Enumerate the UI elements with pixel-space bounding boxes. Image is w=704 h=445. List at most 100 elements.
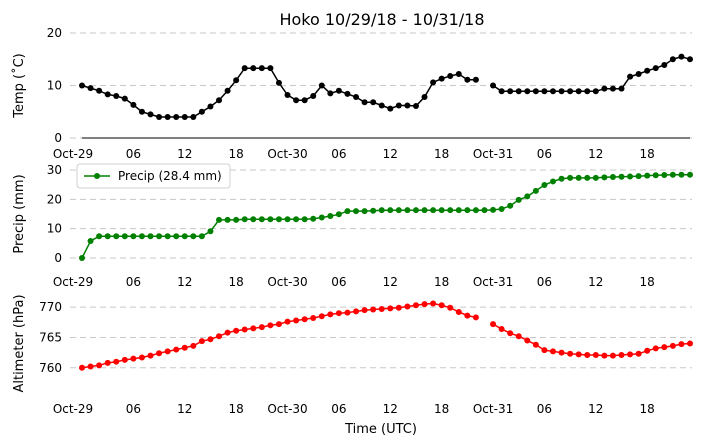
precip-data-point bbox=[216, 216, 223, 223]
altimeter-data-point bbox=[404, 303, 411, 310]
temp-data-point bbox=[121, 95, 128, 102]
temp-x-tick-label: 18 bbox=[229, 147, 244, 161]
precip-data-point bbox=[156, 233, 163, 240]
temp-data-point bbox=[618, 85, 625, 92]
altimeter-data-point bbox=[575, 351, 582, 358]
precip-data-point bbox=[472, 207, 479, 214]
altimeter-data-point bbox=[678, 341, 685, 348]
precip-data-point bbox=[233, 216, 240, 223]
temp-data-point bbox=[395, 102, 402, 109]
temp-x-tick-label: Oct-31 bbox=[473, 147, 513, 161]
altimeter-data-point bbox=[181, 344, 188, 351]
temp-data-point bbox=[190, 114, 197, 120]
temp-data-point bbox=[584, 88, 591, 95]
precip-y-tick-label: 30 bbox=[47, 163, 62, 177]
precip-data-point bbox=[164, 233, 171, 240]
altimeter-x-tick-label: 12 bbox=[588, 402, 603, 416]
altimeter-data-point bbox=[387, 305, 394, 312]
precip-data-point bbox=[344, 208, 351, 215]
temp-data-point bbox=[609, 85, 616, 92]
temp-data-point bbox=[472, 76, 479, 83]
precip-data-point bbox=[404, 207, 411, 214]
altimeter-x-tick-label: Oct-31 bbox=[473, 402, 513, 416]
precip-data-point bbox=[310, 215, 317, 222]
altimeter-data-point bbox=[541, 347, 548, 354]
precip-data-point bbox=[575, 174, 582, 181]
precip-data-point bbox=[558, 175, 565, 182]
precip-data-point bbox=[327, 213, 334, 220]
temp-data-point bbox=[592, 88, 599, 95]
temp-data-point bbox=[156, 114, 163, 120]
temp-data-point bbox=[267, 65, 274, 72]
altimeter-data-point bbox=[113, 358, 120, 365]
altimeter-data-point bbox=[353, 308, 360, 315]
altimeter-data-point bbox=[687, 340, 693, 347]
precip-data-point bbox=[515, 196, 522, 203]
temp-data-point bbox=[507, 88, 514, 95]
altimeter-data-point bbox=[618, 352, 625, 359]
precip-data-point bbox=[318, 214, 325, 221]
precip-x-tick-label: 06 bbox=[537, 275, 552, 289]
altimeter-data-point bbox=[395, 304, 402, 311]
altimeter-data-point bbox=[515, 333, 522, 340]
temp-data-point bbox=[661, 62, 668, 69]
temp-data-point bbox=[216, 97, 223, 104]
altimeter-data-point bbox=[609, 352, 616, 359]
altimeter-data-point bbox=[498, 325, 505, 332]
temp-data-point bbox=[378, 102, 385, 109]
precip-data-point bbox=[490, 206, 497, 213]
precip-data-point bbox=[293, 216, 300, 223]
altimeter-x-tick-label: 06 bbox=[126, 402, 141, 416]
precip-data-point bbox=[147, 233, 154, 240]
temp-data-point bbox=[233, 77, 240, 84]
precip-data-point bbox=[644, 172, 651, 179]
precip-data-point bbox=[250, 216, 257, 223]
temp-x-tick-label: 18 bbox=[434, 147, 449, 161]
altimeter-x-tick-label: Oct-29 bbox=[53, 402, 93, 416]
precip-data-point bbox=[678, 171, 685, 178]
altimeter-data-point bbox=[147, 352, 154, 359]
altimeter-data-point bbox=[267, 322, 274, 329]
legend-box bbox=[76, 163, 231, 189]
altimeter-data-point bbox=[284, 318, 291, 325]
altimeter-data-point bbox=[361, 307, 368, 314]
precip-x-tick-label: 12 bbox=[588, 275, 603, 289]
precip-data-point bbox=[635, 173, 642, 180]
temp-data-point bbox=[669, 56, 676, 63]
temp-data-point bbox=[79, 82, 85, 89]
altimeter-data-point bbox=[87, 363, 94, 370]
precip-data-point bbox=[267, 216, 274, 223]
temp-data-point bbox=[524, 88, 531, 95]
precip-panel: 0 10 20 30 Precip (mm) Oct-29 06 12 18 Oct-30 06 12… bbox=[12, 163, 693, 289]
temp-data-point bbox=[353, 94, 360, 101]
altimeter-data-point bbox=[224, 329, 231, 336]
precip-data-point bbox=[532, 187, 539, 194]
temp-data-point bbox=[627, 73, 634, 80]
altimeter-data-point bbox=[490, 321, 497, 328]
altimeter-data-point bbox=[421, 301, 428, 308]
altimeter-data-point bbox=[233, 327, 240, 334]
altimeter-data-point bbox=[216, 333, 223, 340]
altimeter-x-tick-label: 06 bbox=[537, 402, 552, 416]
altimeter-data-point bbox=[241, 326, 248, 333]
temp-data-point bbox=[250, 65, 257, 72]
precip-data-point bbox=[549, 178, 556, 185]
altimeter-data-point bbox=[472, 314, 479, 321]
altimeter-data-point bbox=[156, 350, 163, 357]
temp-data-point bbox=[87, 85, 94, 92]
precip-data-point bbox=[301, 216, 308, 223]
precip-data-point bbox=[395, 207, 402, 214]
precip-data-point bbox=[661, 171, 668, 178]
altimeter-data-point bbox=[327, 311, 334, 318]
temp-data-point bbox=[370, 99, 377, 106]
altimeter-data-point bbox=[652, 345, 659, 352]
temp-data-point bbox=[198, 108, 205, 115]
temp-data-point bbox=[310, 93, 317, 99]
precip-data-point bbox=[498, 206, 505, 213]
altimeter-panel: 760 765 770 Altimeter (hPa) Oct-29 06 12 18 Oct-… bbox=[12, 294, 693, 416]
altimeter-data-point bbox=[430, 300, 437, 307]
altimeter-data-point bbox=[524, 337, 531, 344]
temp-x-tick-label: Oct-29 bbox=[53, 147, 93, 161]
altimeter-data-point bbox=[669, 342, 676, 349]
